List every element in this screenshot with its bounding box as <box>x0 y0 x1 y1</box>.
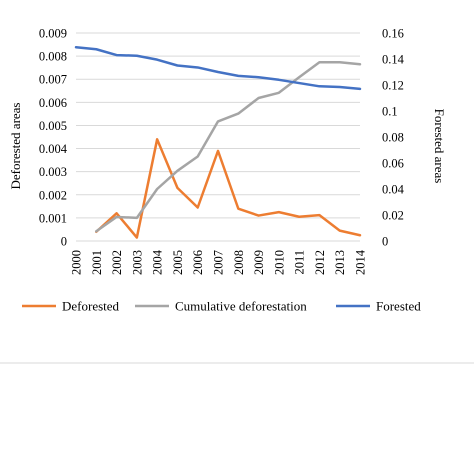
right-tick-label: 0.02 <box>382 209 404 223</box>
right-tick-label: 0.06 <box>382 157 404 171</box>
x-tick-label: 2005 <box>171 250 185 275</box>
x-tick-label: 2013 <box>333 250 347 275</box>
right-tick-label: 0.08 <box>382 131 404 145</box>
x-tick-label: 2003 <box>130 250 144 275</box>
x-tick-label: 2000 <box>70 250 84 275</box>
series-lines <box>74 46 362 239</box>
x-tick-label: 2002 <box>110 250 124 275</box>
right-tick-label: 0.1 <box>382 105 398 119</box>
left-tick-label: 0.009 <box>39 27 67 41</box>
left-tick-label: 0.005 <box>39 119 67 133</box>
legend-label-cumulative-deforestation: Cumulative deforestation <box>175 299 307 314</box>
right-tick-label: 0.14 <box>382 53 405 67</box>
x-tick-label: 2011 <box>293 250 307 275</box>
legend-label-forested: Forested <box>376 299 421 314</box>
right-tick-label: 0.16 <box>382 27 404 41</box>
left-tick-label: 0.001 <box>39 211 67 225</box>
x-tick-label: 2008 <box>232 250 246 275</box>
series-line-forested <box>74 46 362 91</box>
left-tick-label: 0.002 <box>39 188 67 202</box>
right-axis-title: Forested areas <box>432 109 447 184</box>
left-axis-title: Deforested areas <box>8 103 23 190</box>
left-tick-label: 0.003 <box>39 165 67 179</box>
series-line-deforested <box>95 138 362 239</box>
x-tick-label: 2014 <box>354 249 368 275</box>
x-tick-label: 2012 <box>313 250 327 275</box>
left-tick-label: 0.007 <box>39 73 67 87</box>
right-axis-ticks: 0 0.02 0.04 0.06 0.08 0.1 0.12 0.14 0.16 <box>382 27 405 249</box>
x-tick-label: 2006 <box>191 250 205 275</box>
x-tick-label: 2007 <box>212 250 226 275</box>
left-tick-label: 0.004 <box>39 142 68 156</box>
legend: Deforested Cumulative deforestation Forest… <box>22 299 421 314</box>
series-line-cumulative-deforestation <box>95 61 362 233</box>
right-tick-label: 0.04 <box>382 183 405 197</box>
x-tick-label: 2009 <box>252 250 266 275</box>
x-tick-label: 2001 <box>90 250 104 275</box>
x-axis-ticks: 2000 2001 2002 2003 2004 2005 2006 2007 2008 2009… <box>70 249 368 275</box>
x-tick-label: 2010 <box>272 250 286 275</box>
left-tick-label: 0.008 <box>39 50 67 64</box>
right-tick-label: 0.12 <box>382 79 404 93</box>
x-tick-label: 2004 <box>151 249 165 275</box>
right-tick-label: 0 <box>382 235 388 249</box>
left-axis-ticks: 0 0.001 0.002 0.003 0.004 0.005 0.006 0.007 0.00… <box>39 27 68 249</box>
left-tick-label: 0.006 <box>39 96 67 110</box>
legend-label-deforested: Deforested <box>62 299 120 314</box>
left-tick-label: 0 <box>61 235 67 249</box>
gridlines <box>76 32 360 219</box>
